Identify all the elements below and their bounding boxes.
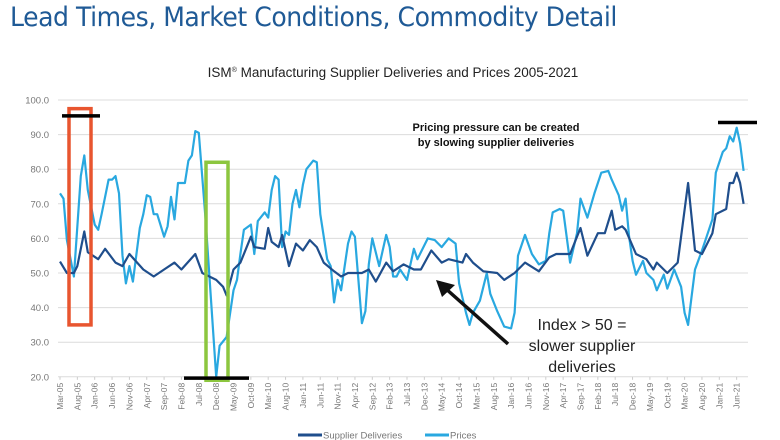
x-tick-label: Jul-08 (194, 383, 204, 406)
x-tick-label: Feb-08 (176, 383, 186, 410)
page-title: Lead Times, Market Conditions, Commodity… (10, 2, 617, 33)
x-tick-label: Jan-06 (90, 383, 100, 409)
x-tick-label: Jan-21 (714, 383, 724, 409)
legend-label: Prices (450, 431, 477, 440)
y-tick-label: 60.0 (31, 234, 50, 245)
x-tick-label: Jan-16 (506, 383, 516, 409)
chart-title: ISM® Manufacturing Supplier Deliveries a… (208, 65, 579, 80)
index-note-line-2: slower supplier (529, 338, 636, 355)
x-tick-label: Sep-07 (159, 383, 169, 411)
x-tick-label: May-19 (645, 383, 655, 412)
x-tick-label: Mar-05 (55, 383, 65, 410)
x-tick-label: Aug-10 (281, 383, 291, 411)
x-tick-label: Jul-13 (402, 383, 412, 406)
x-tick-label: May-14 (437, 383, 447, 412)
x-tick-label: Dec-18 (628, 383, 638, 411)
x-tick-label: Jun-06 (107, 383, 117, 409)
x-tick-label: Apr-12 (350, 383, 360, 409)
index-note-line-1: Index > 50 = (538, 317, 627, 334)
x-tick-label: Dec-08 (211, 383, 221, 411)
y-tick-label: 80.0 (31, 165, 50, 176)
y-tick-label: 70.0 (31, 199, 50, 210)
y-tick-label: 20.0 (31, 372, 50, 383)
x-tick-label: Nov-16 (541, 383, 551, 411)
x-tick-label: Nov-06 (124, 383, 134, 411)
x-tick-label: May-09 (229, 383, 239, 412)
x-tick-label: Aug-20 (697, 383, 707, 411)
highlight-box-2008 (204, 160, 230, 383)
y-tick-label: 40.0 (31, 303, 50, 314)
pricing-note-line-2: by slowing supplier deliveries (418, 137, 575, 149)
x-tick-label: Feb-13 (385, 383, 395, 410)
x-tick-label: Jun-21 (732, 383, 742, 409)
x-tick-label: Sep-17 (576, 383, 586, 411)
x-tick-label: Jul-18 (610, 383, 620, 406)
highlight-box-2005 (67, 106, 93, 327)
x-tick-label: Sep-12 (367, 383, 377, 411)
x-tick-label: Mar-15 (471, 383, 481, 410)
x-tick-label: Oct-19 (662, 383, 672, 409)
series-line-supplier-deliveries (59, 171, 745, 297)
x-tick-label: Oct-14 (454, 383, 464, 409)
x-tick-label: Feb-18 (593, 383, 603, 410)
x-tick-label: Apr-17 (558, 383, 568, 409)
arrow-shaft (443, 286, 510, 346)
x-tick-label: Nov-11 (333, 383, 343, 410)
x-tick-label: Oct-09 (246, 383, 256, 409)
y-tick-label: 90.0 (31, 130, 50, 141)
y-tick-label: 100.0 (25, 96, 49, 107)
x-tick-label: Aug-05 (72, 383, 82, 411)
x-tick-label: Mar-10 (263, 383, 273, 410)
x-tick-label: Aug-15 (489, 383, 499, 411)
y-tick-label: 30.0 (31, 338, 50, 349)
legend-label: Supplier Deliveries (323, 431, 402, 440)
y-tick-label: 50.0 (31, 269, 50, 280)
series-line-prices (59, 126, 745, 378)
index-note-line-3: deliveries (548, 359, 616, 376)
x-tick-label: Jun-11 (315, 383, 325, 409)
x-tick-label: Apr-07 (142, 383, 152, 409)
x-tick-label: Jan-11 (298, 383, 308, 409)
x-tick-label: Mar-20 (680, 383, 690, 410)
x-tick-label: Jun-16 (523, 383, 533, 409)
x-tick-label: Dec-13 (419, 383, 429, 411)
pricing-note-line-1: Pricing pressure can be created (413, 122, 580, 134)
arrow-head-icon (436, 280, 455, 297)
